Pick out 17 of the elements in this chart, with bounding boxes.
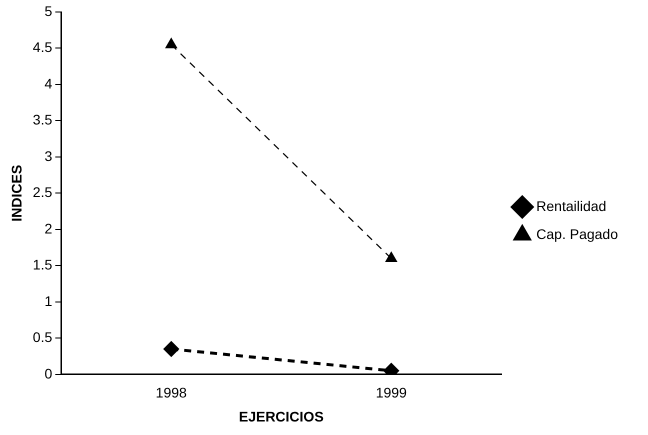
x-tick-label: 1998 bbox=[156, 384, 188, 401]
y-tick-label: 1 bbox=[44, 292, 52, 309]
x-tick-label: 1999 bbox=[376, 384, 408, 401]
y-tick-label: 2.5 bbox=[32, 184, 52, 200]
y-tick-label: 1.5 bbox=[32, 256, 52, 273]
y-axis-title: INDICES bbox=[8, 164, 24, 222]
y-tick-label: 3 bbox=[44, 148, 52, 164]
y-tick-label: 4 bbox=[44, 75, 52, 92]
y-tick-label: 0.5 bbox=[32, 329, 52, 346]
x-axis-title: EJERCICIOS bbox=[238, 408, 324, 424]
y-tick-label: 4.5 bbox=[32, 39, 52, 56]
y-tick-label: 3.5 bbox=[32, 112, 52, 128]
y-tick-label: 0 bbox=[44, 365, 52, 382]
legend-label: Cap. Pagado bbox=[536, 226, 618, 242]
y-tick-label: 5 bbox=[44, 2, 52, 19]
y-tick-label: 2 bbox=[44, 220, 52, 236]
legend-label: Rentailidad bbox=[536, 198, 606, 214]
